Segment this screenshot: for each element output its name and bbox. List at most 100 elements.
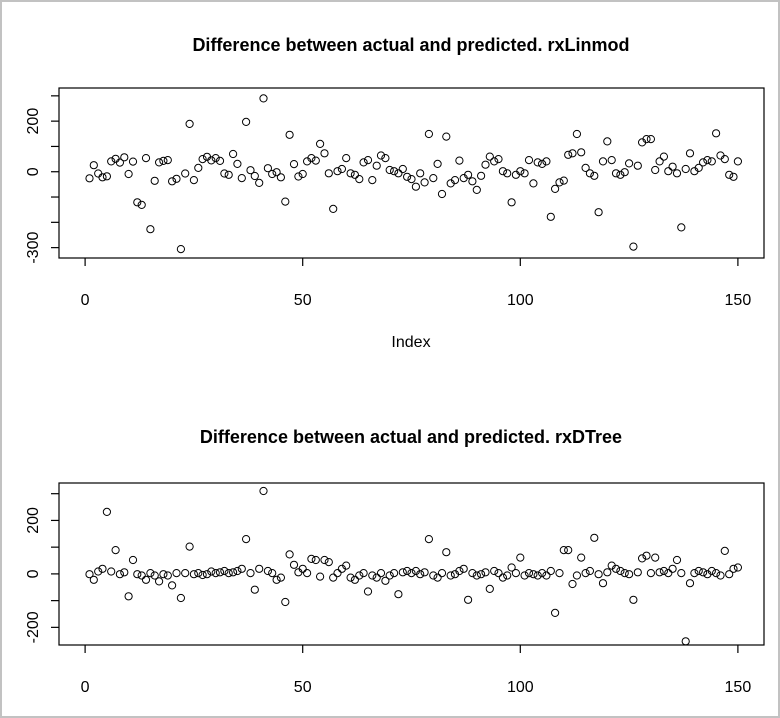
data-point	[102, 507, 112, 516]
data-point	[124, 592, 133, 601]
data-point	[685, 149, 695, 158]
data-point	[490, 566, 499, 576]
data-point	[590, 171, 599, 180]
x-tick-label: 100	[507, 679, 534, 696]
data-point	[433, 159, 442, 168]
data-point	[259, 94, 268, 103]
data-point	[620, 168, 629, 177]
data-point	[725, 570, 734, 579]
data-point	[546, 566, 555, 576]
data-point	[98, 564, 107, 573]
data-point	[703, 156, 712, 165]
data-point	[289, 560, 299, 569]
data-point	[137, 200, 146, 209]
data-point	[350, 170, 359, 179]
x-tick-label: 150	[725, 292, 752, 309]
data-point	[516, 553, 525, 562]
data-point	[690, 569, 699, 578]
data-point	[481, 568, 490, 577]
data-point	[255, 178, 264, 187]
data-point	[638, 554, 647, 563]
data-point	[424, 129, 433, 139]
data-point	[176, 593, 185, 603]
data-point	[442, 132, 451, 141]
data-point	[577, 553, 586, 562]
data-point	[437, 189, 447, 199]
data-point	[189, 176, 198, 185]
data-point	[611, 564, 621, 573]
data-point	[625, 570, 634, 579]
data-point	[285, 550, 294, 559]
data-point	[250, 171, 259, 181]
data-point	[120, 568, 129, 577]
data-point	[363, 156, 373, 165]
plot-box	[58, 87, 765, 259]
data-point	[355, 571, 364, 580]
data-point	[385, 165, 394, 175]
x-tick-label: 50	[294, 292, 312, 309]
data-point	[603, 568, 612, 577]
y-tick-label: 200	[25, 507, 42, 534]
data-point	[211, 569, 220, 578]
data-point	[659, 152, 669, 161]
data-point	[494, 155, 503, 164]
chart1-x-axis-title: Index	[391, 334, 430, 351]
data-point	[246, 569, 255, 578]
data-point	[168, 581, 177, 590]
data-point	[524, 156, 534, 165]
data-point	[677, 569, 686, 578]
data-point	[538, 159, 547, 168]
data-point	[681, 637, 690, 646]
data-point	[229, 149, 238, 159]
data-point	[733, 157, 743, 166]
data-point	[224, 170, 233, 179]
data-point	[468, 177, 477, 186]
data-point	[255, 564, 264, 573]
data-point	[603, 137, 612, 146]
data-point	[202, 570, 212, 579]
data-point	[403, 172, 412, 181]
data-point	[511, 569, 521, 578]
data-point	[307, 554, 316, 564]
x-tick-label: 0	[81, 292, 90, 309]
data-point	[633, 161, 642, 170]
data-point	[94, 169, 103, 178]
data-point	[437, 569, 447, 578]
data-point	[150, 571, 159, 580]
data-point	[198, 155, 207, 164]
data-point	[668, 564, 677, 573]
data-point	[694, 163, 703, 172]
data-point	[220, 169, 229, 178]
data-point	[85, 174, 94, 183]
data-point	[503, 571, 512, 580]
data-point	[572, 129, 582, 139]
data-point	[585, 169, 595, 178]
data-point	[320, 555, 329, 565]
data-point	[381, 576, 390, 585]
data-point	[281, 597, 290, 607]
data-point	[398, 568, 407, 577]
data-point	[568, 149, 577, 158]
data-point	[128, 157, 138, 166]
x-tick-label: 100	[507, 292, 534, 309]
data-point	[268, 569, 277, 578]
data-point	[89, 575, 98, 584]
data-point	[224, 569, 233, 578]
data-point	[507, 198, 516, 207]
data-point	[185, 542, 194, 551]
data-point	[207, 156, 216, 165]
data-point	[229, 568, 238, 577]
data-point	[572, 571, 582, 580]
data-point	[551, 608, 560, 618]
data-point	[712, 129, 721, 138]
data-point	[477, 570, 486, 579]
data-point	[507, 563, 516, 572]
data-point	[172, 174, 181, 183]
x-tick-label: 0	[81, 679, 90, 696]
data-point	[368, 571, 377, 580]
data-point	[272, 168, 281, 177]
data-point	[376, 151, 386, 160]
data-point	[107, 157, 116, 166]
chart1-plot-area: 0 50 100 150 200 0 -300	[25, 87, 765, 309]
